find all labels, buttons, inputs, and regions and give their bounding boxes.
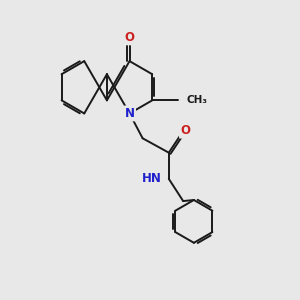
Text: CH₃: CH₃: [187, 95, 208, 105]
Text: HN: HN: [142, 172, 162, 185]
Text: O: O: [124, 31, 135, 44]
Text: O: O: [180, 124, 190, 137]
Text: N: N: [124, 107, 135, 120]
